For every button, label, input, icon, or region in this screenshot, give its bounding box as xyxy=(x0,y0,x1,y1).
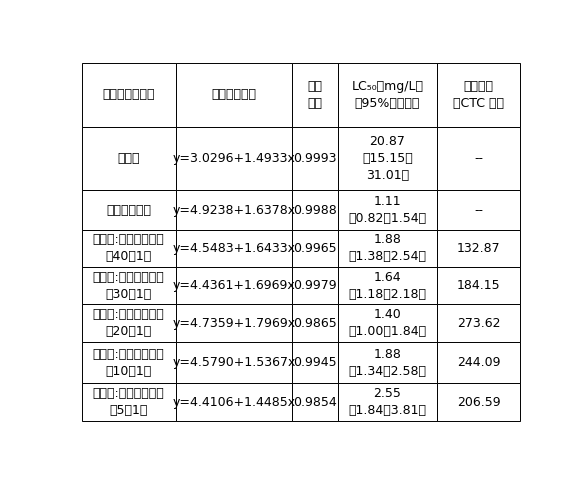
Bar xyxy=(176,230,292,267)
Bar xyxy=(292,230,338,267)
Bar xyxy=(338,267,437,305)
Bar xyxy=(437,342,520,384)
Text: 206.59: 206.59 xyxy=(457,396,500,409)
Text: 1.88
（1.34～2.58）: 1.88 （1.34～2.58） xyxy=(349,348,426,377)
Text: 0.9993: 0.9993 xyxy=(294,152,337,165)
Bar xyxy=(338,126,437,190)
Text: 0.9979: 0.9979 xyxy=(294,279,337,292)
Bar xyxy=(176,126,292,190)
Text: LC₅₀（mg/L）
（95%置信值）: LC₅₀（mg/L） （95%置信值） xyxy=(352,80,423,110)
Text: 乙基多杀菌素: 乙基多杀菌素 xyxy=(106,204,151,217)
Text: 相关
系数: 相关 系数 xyxy=(308,80,323,110)
Text: 132.87: 132.87 xyxy=(457,242,500,255)
Bar xyxy=(338,384,437,421)
Bar xyxy=(82,305,176,342)
Text: 0.9854: 0.9854 xyxy=(294,396,337,409)
Text: 0.9945: 0.9945 xyxy=(294,356,337,369)
Text: 毒死蜱:乙基多杀菌素
（40：1）: 毒死蜱:乙基多杀菌素 （40：1） xyxy=(93,233,164,263)
Text: 1.88
（1.38～2.54）: 1.88 （1.38～2.54） xyxy=(349,233,426,263)
Bar xyxy=(338,305,437,342)
Text: 244.09: 244.09 xyxy=(457,356,500,369)
Text: 共毒系数
（CTC 值）: 共毒系数 （CTC 值） xyxy=(453,80,504,110)
Text: 0.9988: 0.9988 xyxy=(294,204,337,217)
Bar xyxy=(338,190,437,230)
Bar xyxy=(338,230,437,267)
Text: 1.11
（0.82～1.54）: 1.11 （0.82～1.54） xyxy=(349,195,427,225)
Bar xyxy=(292,305,338,342)
Text: 184.15: 184.15 xyxy=(457,279,500,292)
Bar xyxy=(176,305,292,342)
Bar xyxy=(176,63,292,126)
Text: y=3.0296+1.4933x: y=3.0296+1.4933x xyxy=(173,152,295,165)
Text: 毒力回归方程: 毒力回归方程 xyxy=(211,88,257,102)
Text: y=4.4106+1.4485x: y=4.4106+1.4485x xyxy=(173,396,295,409)
Bar xyxy=(437,190,520,230)
Text: 2.55
（1.84～3.81）: 2.55 （1.84～3.81） xyxy=(349,387,426,417)
Bar xyxy=(437,230,520,267)
Text: 0.9865: 0.9865 xyxy=(294,317,337,330)
Bar xyxy=(437,305,520,342)
Bar xyxy=(82,230,176,267)
Text: y=4.7359+1.7969x: y=4.7359+1.7969x xyxy=(173,317,295,330)
Bar xyxy=(292,126,338,190)
Text: y=4.9238+1.6378x: y=4.9238+1.6378x xyxy=(173,204,295,217)
Text: 毒死蜱: 毒死蜱 xyxy=(117,152,140,165)
Bar xyxy=(292,384,338,421)
Text: --: -- xyxy=(474,204,483,217)
Bar xyxy=(292,63,338,126)
Bar xyxy=(82,267,176,305)
Text: 0.9965: 0.9965 xyxy=(294,242,337,255)
Text: y=4.5483+1.6433x: y=4.5483+1.6433x xyxy=(173,242,295,255)
Bar xyxy=(292,342,338,384)
Bar xyxy=(176,342,292,384)
Bar xyxy=(338,63,437,126)
Text: y=4.5790+1.5367x: y=4.5790+1.5367x xyxy=(172,356,296,369)
Text: 1.40
（1.00～1.84）: 1.40 （1.00～1.84） xyxy=(349,308,427,338)
Text: 273.62: 273.62 xyxy=(457,317,500,330)
Bar xyxy=(82,342,176,384)
Text: 1.64
（1.18～2.18）: 1.64 （1.18～2.18） xyxy=(349,271,426,301)
Text: 毒死蜱:乙基多杀菌素
（5：1）: 毒死蜱:乙基多杀菌素 （5：1） xyxy=(93,387,164,417)
Text: 毒死蜱:乙基多杀菌素
（10：1）: 毒死蜱:乙基多杀菌素 （10：1） xyxy=(93,348,164,377)
Bar xyxy=(292,190,338,230)
Bar xyxy=(437,384,520,421)
Bar xyxy=(82,126,176,190)
Text: 毒死蜱:乙基多杀菌素
（20：1）: 毒死蜱:乙基多杀菌素 （20：1） xyxy=(93,308,164,338)
Bar xyxy=(82,63,176,126)
Bar xyxy=(176,190,292,230)
Bar xyxy=(82,190,176,230)
Text: y=4.4361+1.6969x: y=4.4361+1.6969x xyxy=(173,279,295,292)
Bar xyxy=(176,267,292,305)
Bar xyxy=(437,267,520,305)
Text: 药剂名称及配比: 药剂名称及配比 xyxy=(103,88,155,102)
Bar xyxy=(437,126,520,190)
Bar xyxy=(437,63,520,126)
Text: 20.87
（15.15～
31.01）: 20.87 （15.15～ 31.01） xyxy=(362,135,413,182)
Bar xyxy=(176,384,292,421)
Text: --: -- xyxy=(474,152,483,165)
Bar xyxy=(338,342,437,384)
Bar xyxy=(292,267,338,305)
Text: 毒死蜱:乙基多杀菌素
（30：1）: 毒死蜱:乙基多杀菌素 （30：1） xyxy=(93,271,164,301)
Bar xyxy=(82,384,176,421)
